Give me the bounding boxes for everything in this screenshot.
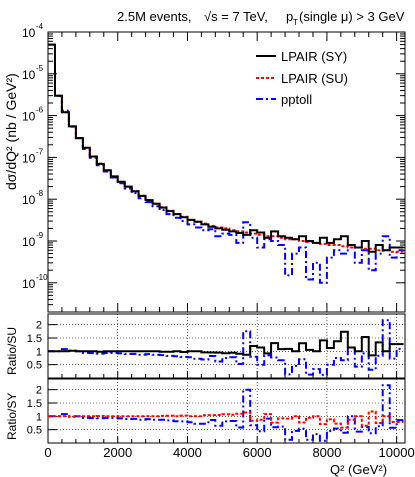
sy-y-tick-label: 0.5 [27, 425, 42, 437]
y-tick-exp: -8 [36, 189, 44, 198]
y-tick-exp: -9 [36, 231, 44, 240]
ratio-sy-panel: 0.5 11.52 0 2000 4000 6000 8000 10000 [27, 378, 415, 460]
sy-ratio-su [48, 410, 404, 429]
legend: LPAIR (SY) LPAIR (SU) pptoll [256, 49, 348, 107]
y-tick-exp: -7 [36, 147, 44, 156]
y-tick-label: 10 [22, 68, 36, 82]
x-tick-label: 10000 [379, 445, 415, 460]
y-tick-label: 10 [22, 277, 36, 291]
y-axis-label-su: Ratio/SU [5, 327, 19, 375]
sy-frame [47, 378, 406, 444]
series-line-su [48, 43, 404, 253]
y-tick-exp: -6 [36, 106, 44, 115]
sy-y-tick-label: 2 [36, 385, 42, 397]
y-tick-label: 10 [22, 193, 36, 207]
sy-ratio-pp [48, 384, 404, 442]
sy-y-tick-label: 1 [36, 411, 42, 423]
main-panel: 10-410-510-610-710-810-910-10 [22, 22, 406, 313]
legend-label: LPAIR (SU) [281, 71, 348, 86]
x-tick-label: 6000 [243, 445, 272, 460]
legend-label: pptoll [281, 92, 312, 107]
sy-y-tick-label: 1.5 [27, 398, 42, 410]
series-line-sy [48, 43, 404, 253]
y-tick-label: 10 [22, 235, 36, 249]
series-line-pp [48, 43, 404, 284]
title-sqrt: √s = 7 TeV, [204, 9, 268, 24]
x-tick-label: 0 [44, 445, 51, 460]
x-axis-label: Q² (GeV²) [330, 462, 387, 477]
ratio-su-panel: 0.5 11.52 [27, 313, 406, 379]
y-tick-exp: -4 [36, 22, 44, 31]
y-tick-label: 10 [22, 26, 36, 40]
main-frame [47, 31, 406, 313]
y-tick-label: 10 [22, 151, 36, 165]
su-ratio-sy [48, 330, 404, 357]
y-tick-exp: -5 [36, 64, 44, 73]
su-y-tick-label: 1.5 [27, 333, 42, 345]
su-ratio-pp [48, 319, 404, 376]
title-events: 2.5M events, [117, 9, 191, 24]
x-tick-label: 8000 [312, 445, 341, 460]
legend-label: LPAIR (SY) [281, 49, 347, 64]
y-tick-label: 10 [22, 110, 36, 124]
su-frame [47, 313, 406, 379]
su-y-tick-label: 0.5 [27, 360, 42, 372]
title-pt-rest: (single μ) > 3 GeV [299, 9, 405, 24]
title-pt: p [286, 9, 293, 24]
y-axis-label-sy: Ratio/SY [5, 393, 19, 440]
title-pt-sub: T [293, 18, 298, 27]
x-tick-label: 4000 [173, 445, 202, 460]
y-tick-exp: -10 [36, 273, 48, 282]
y-axis-label-main: dσ/dQ² (nb / GeV²) [3, 73, 19, 190]
x-tick-label: 2000 [103, 445, 132, 460]
su-y-tick-label: 1 [36, 346, 42, 358]
su-y-tick-label: 2 [36, 320, 42, 332]
